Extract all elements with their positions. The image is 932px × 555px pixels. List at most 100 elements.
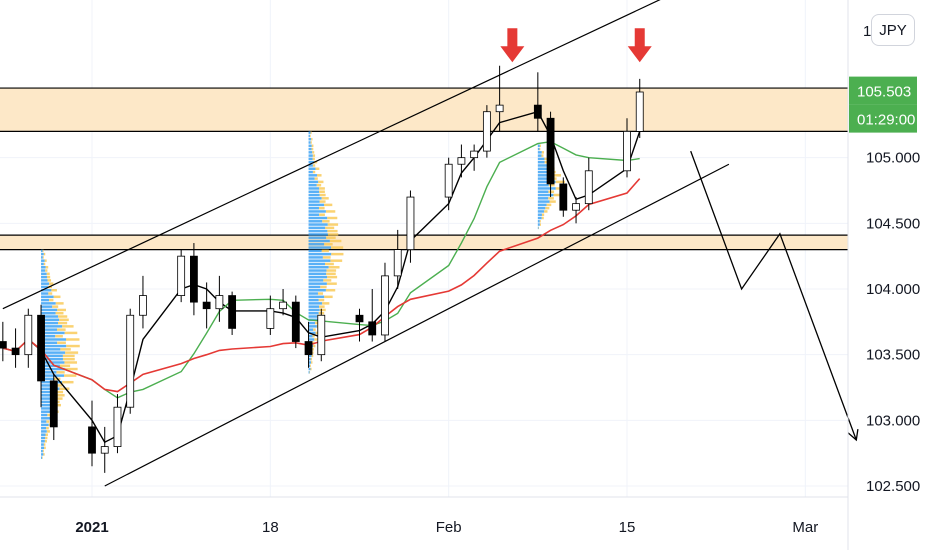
- vp-bar-blue: [41, 427, 46, 429]
- vp-bar-blue: [309, 135, 310, 137]
- vp-bar-yellow: [322, 302, 329, 304]
- vp-bar-blue: [309, 335, 313, 337]
- currency-selector[interactable]: JPY: [871, 14, 915, 46]
- vp-bar-blue: [309, 174, 317, 176]
- vp-bar-yellow: [540, 145, 541, 147]
- projection-layer: [691, 151, 858, 440]
- vp-bar-blue: [41, 414, 47, 416]
- vp-bar-blue: [309, 263, 325, 265]
- vp-bar-blue: [309, 299, 319, 301]
- candle-body: [127, 315, 134, 407]
- vp-bar-blue: [538, 227, 539, 229]
- vp-bar-yellow: [65, 332, 78, 334]
- vp-bar-blue: [538, 204, 547, 206]
- vp-bar-blue: [309, 338, 315, 340]
- vp-bar-yellow: [47, 273, 50, 275]
- vp-bar-yellow: [57, 309, 66, 311]
- vp-bar-blue: [538, 151, 542, 153]
- vp-bar-yellow: [46, 433, 48, 435]
- vp-bar-blue: [41, 263, 44, 265]
- vp-bar-yellow: [59, 319, 69, 321]
- candle: [190, 243, 197, 315]
- vp-bar-yellow: [58, 315, 67, 317]
- vp-bar-blue: [41, 309, 57, 311]
- vp-bar-yellow: [319, 191, 325, 193]
- vp-bar-blue: [309, 233, 328, 235]
- vp-bar-yellow: [547, 204, 552, 206]
- vp-bar-blue: [309, 138, 312, 140]
- vp-bar-blue: [41, 407, 50, 409]
- vp-bar-yellow: [313, 154, 315, 156]
- candle-body: [190, 256, 197, 302]
- candle: [471, 145, 478, 171]
- candle-body: [534, 105, 541, 118]
- vp-bar-blue: [309, 207, 319, 209]
- vp-bar-blue: [309, 151, 313, 153]
- vp-bar-yellow: [317, 174, 322, 176]
- vp-bar-yellow: [324, 204, 332, 206]
- vp-bar-blue: [309, 145, 312, 147]
- vp-bar-yellow: [47, 430, 50, 432]
- vp-bar-blue: [41, 273, 47, 275]
- candle-body: [38, 315, 45, 381]
- vp-bar-yellow: [327, 217, 337, 219]
- vp-bar-yellow: [327, 230, 337, 232]
- vp-bar-yellow: [542, 151, 544, 153]
- vp-bar-yellow: [545, 207, 549, 209]
- vp-bar-blue: [538, 191, 549, 193]
- vp-bar-blue: [41, 299, 49, 301]
- vp-bar-blue: [538, 154, 542, 156]
- vp-bar-yellow: [54, 296, 61, 298]
- vp-bar-yellow: [326, 269, 336, 271]
- vp-bar-yellow: [42, 456, 43, 458]
- vp-bar-blue: [309, 223, 328, 225]
- vp-bar-yellow: [323, 279, 331, 281]
- vp-bar-blue: [41, 302, 56, 304]
- vp-bar-blue: [309, 213, 320, 215]
- vp-bar-yellow: [325, 263, 334, 265]
- vp-bar-blue: [309, 220, 323, 222]
- price-tick-label: 103.500: [866, 347, 920, 364]
- vp-bar-blue: [41, 276, 47, 278]
- vp-bar-yellow: [319, 213, 325, 215]
- candle-body: [139, 296, 146, 316]
- vp-bar-blue: [41, 437, 45, 439]
- vp-bar-yellow: [328, 233, 338, 235]
- candle: [573, 197, 580, 223]
- candle-body: [471, 151, 478, 158]
- vp-bar-yellow: [326, 273, 336, 275]
- candle-body: [114, 407, 121, 446]
- vp-bar-yellow: [331, 246, 343, 248]
- vp-bar-blue: [309, 292, 318, 294]
- down-arrow-icon: [628, 28, 652, 62]
- vp-bar-yellow: [48, 279, 51, 281]
- currency-label: JPY: [879, 22, 907, 39]
- candle: [127, 309, 134, 414]
- vp-bar-blue: [309, 269, 327, 271]
- vp-bar-yellow: [312, 148, 314, 150]
- vp-bar-blue: [41, 447, 44, 449]
- candle-body: [636, 92, 643, 131]
- vp-bar-blue: [309, 296, 325, 298]
- candle-body: [381, 276, 388, 335]
- vp-bar-blue: [538, 197, 548, 199]
- price-tick-label: 104.500: [866, 215, 920, 232]
- price-tick-label: 104.000: [866, 281, 920, 298]
- vp-bar-yellow: [44, 263, 45, 265]
- vp-bar-blue: [538, 207, 545, 209]
- candle: [25, 309, 32, 368]
- vp-bar-blue: [309, 227, 326, 229]
- vp-bar-yellow: [323, 256, 331, 258]
- vp-bar-yellow: [311, 361, 312, 363]
- candle-body: [25, 315, 32, 354]
- vp-bar-blue: [309, 210, 326, 212]
- vp-bar-yellow: [327, 276, 337, 278]
- vp-bar-yellow: [330, 259, 342, 261]
- candle-body: [292, 302, 299, 341]
- candle-body: [88, 427, 95, 453]
- vp-bar-yellow: [327, 282, 337, 284]
- vp-bar-blue: [41, 430, 47, 432]
- vp-bar-yellow: [311, 138, 312, 140]
